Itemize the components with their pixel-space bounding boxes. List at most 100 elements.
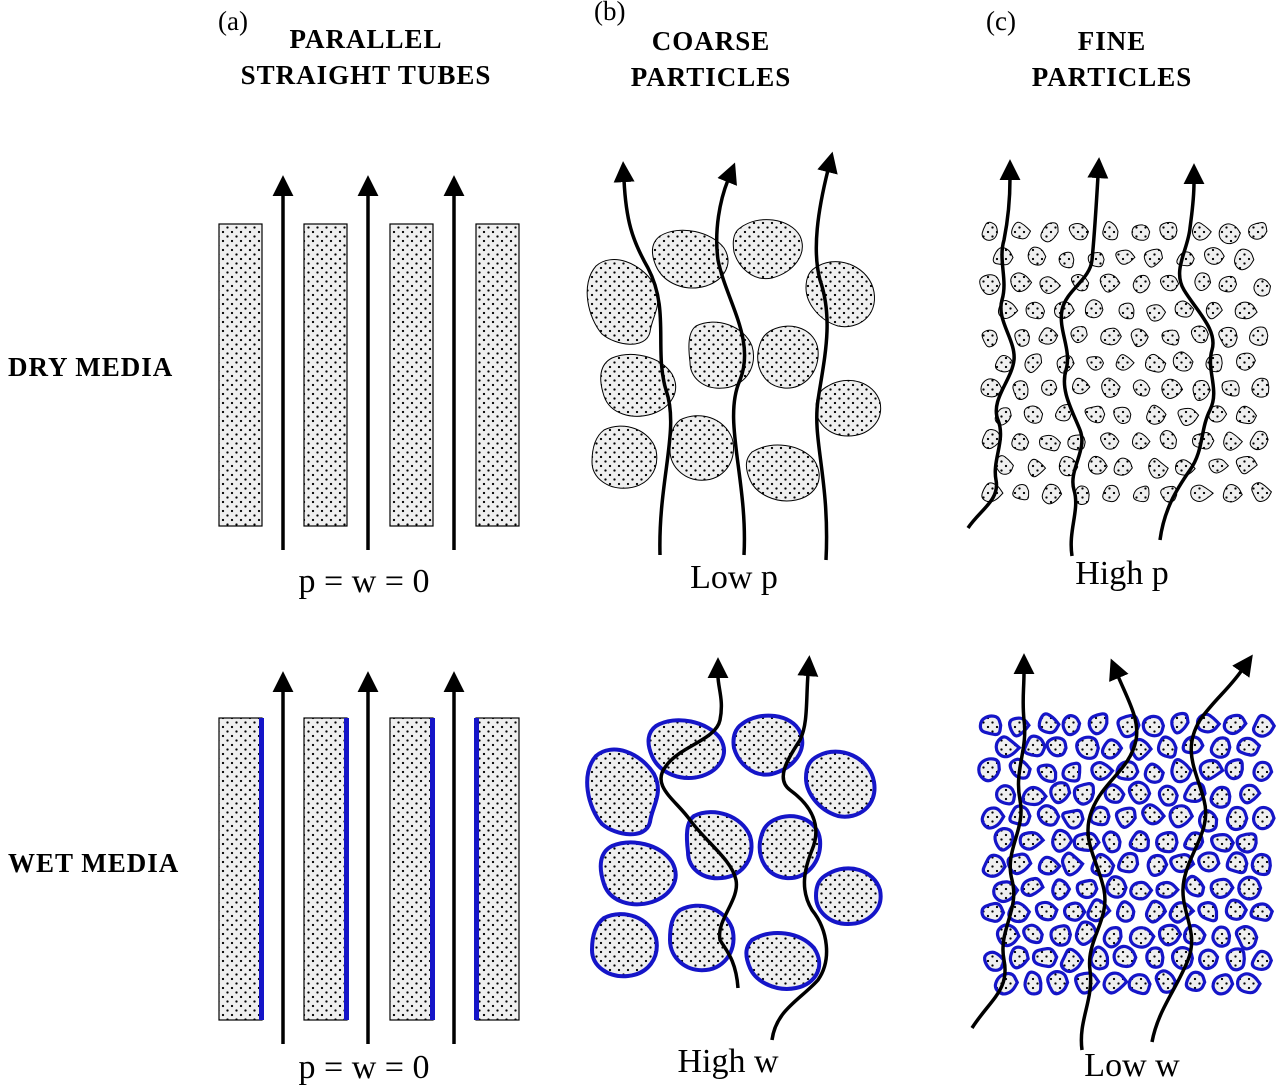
caption-wet-b: High w xyxy=(677,1043,779,1080)
grain xyxy=(1058,251,1075,269)
grain xyxy=(1090,760,1115,781)
grain xyxy=(981,429,1003,450)
grain xyxy=(1023,405,1044,424)
panel-b-wet xyxy=(585,655,883,1041)
grain xyxy=(1225,805,1249,832)
grain xyxy=(1235,405,1258,425)
row-label-wet: WET MEDIA xyxy=(8,848,179,878)
grain xyxy=(1061,714,1082,737)
panel-c-wet-flow xyxy=(970,653,1253,1051)
panel-c-title-line1: FINE xyxy=(1078,26,1147,56)
grain xyxy=(1192,379,1211,401)
grain xyxy=(1036,763,1058,784)
panel-letter-a: (a) xyxy=(218,6,248,36)
flow-line xyxy=(814,151,838,561)
grain xyxy=(1182,923,1207,946)
grain xyxy=(1239,783,1262,805)
water-film xyxy=(259,718,264,1020)
grain xyxy=(1251,482,1273,502)
grain xyxy=(1222,713,1248,736)
grain xyxy=(1159,221,1178,241)
grain xyxy=(1221,380,1240,397)
particle xyxy=(732,219,803,280)
caption-dry-a: p = w = 0 xyxy=(299,563,430,600)
grain xyxy=(1145,946,1165,969)
grain xyxy=(1020,876,1045,898)
grain xyxy=(1204,247,1225,265)
grain xyxy=(1102,925,1123,949)
grain xyxy=(1194,272,1212,292)
grain xyxy=(1170,758,1194,784)
grain xyxy=(1038,434,1062,452)
grain xyxy=(997,300,1019,319)
panel-letter-b: (b) xyxy=(594,0,625,26)
tube-wall xyxy=(389,223,434,527)
wet-particle xyxy=(598,840,678,907)
flow-line xyxy=(613,161,673,556)
grain xyxy=(1250,949,1274,972)
water-film xyxy=(430,718,435,1020)
grain xyxy=(1102,484,1121,503)
grain xyxy=(1132,485,1150,503)
grain xyxy=(1250,852,1272,877)
grain xyxy=(1225,947,1246,972)
grain xyxy=(1209,785,1232,809)
grain xyxy=(1159,274,1180,292)
particle xyxy=(652,229,729,289)
grain xyxy=(1087,712,1109,736)
grain xyxy=(1008,945,1030,970)
row-label-dry: DRY MEDIA xyxy=(8,352,173,382)
grain xyxy=(1084,405,1106,424)
wet-particle xyxy=(813,866,883,927)
particle xyxy=(669,415,734,481)
grain xyxy=(1144,899,1168,924)
tube-wall xyxy=(218,223,263,527)
grain xyxy=(1141,714,1166,738)
particle xyxy=(805,261,875,328)
grain xyxy=(980,806,1006,830)
grain xyxy=(1068,222,1090,241)
wet-particle xyxy=(803,749,877,819)
wet-particle xyxy=(744,931,822,991)
grain xyxy=(1051,828,1074,853)
grain xyxy=(981,221,999,241)
grain xyxy=(1101,830,1122,854)
grain xyxy=(1072,781,1096,806)
grain xyxy=(980,901,1006,923)
grain xyxy=(1224,758,1244,781)
grain xyxy=(1022,734,1047,758)
grain xyxy=(1049,924,1073,947)
grain xyxy=(1059,947,1085,974)
panel-c-dry-grains xyxy=(979,221,1273,505)
grain xyxy=(1103,783,1126,804)
panel-a-dry xyxy=(218,175,520,550)
grain xyxy=(994,735,1022,759)
grain xyxy=(1049,781,1072,805)
grain xyxy=(1010,272,1033,293)
panel-a-title-line2: STRAIGHT TUBES xyxy=(241,60,492,90)
grain xyxy=(1252,760,1274,782)
grain xyxy=(1089,805,1111,827)
grain xyxy=(1146,853,1169,877)
grain xyxy=(1172,351,1194,372)
grain xyxy=(1054,404,1072,422)
tube-wall xyxy=(475,717,520,1021)
grain xyxy=(1114,806,1137,829)
tube-wall xyxy=(303,223,348,527)
grain xyxy=(1223,431,1243,451)
grain xyxy=(1011,221,1032,240)
tube-wall xyxy=(475,223,520,527)
grain xyxy=(1235,972,1262,995)
tube-wall xyxy=(389,717,434,1021)
flow-line xyxy=(1059,157,1109,557)
grain xyxy=(1236,736,1262,757)
grain xyxy=(1251,713,1277,738)
panel-a-title-line1: PARALLEL xyxy=(289,24,442,54)
grain xyxy=(1146,404,1167,425)
grain xyxy=(1141,803,1167,826)
grain xyxy=(1100,432,1120,450)
grain xyxy=(1157,923,1183,947)
grain xyxy=(1014,329,1031,347)
grain xyxy=(1011,433,1030,451)
grain xyxy=(1234,248,1255,271)
